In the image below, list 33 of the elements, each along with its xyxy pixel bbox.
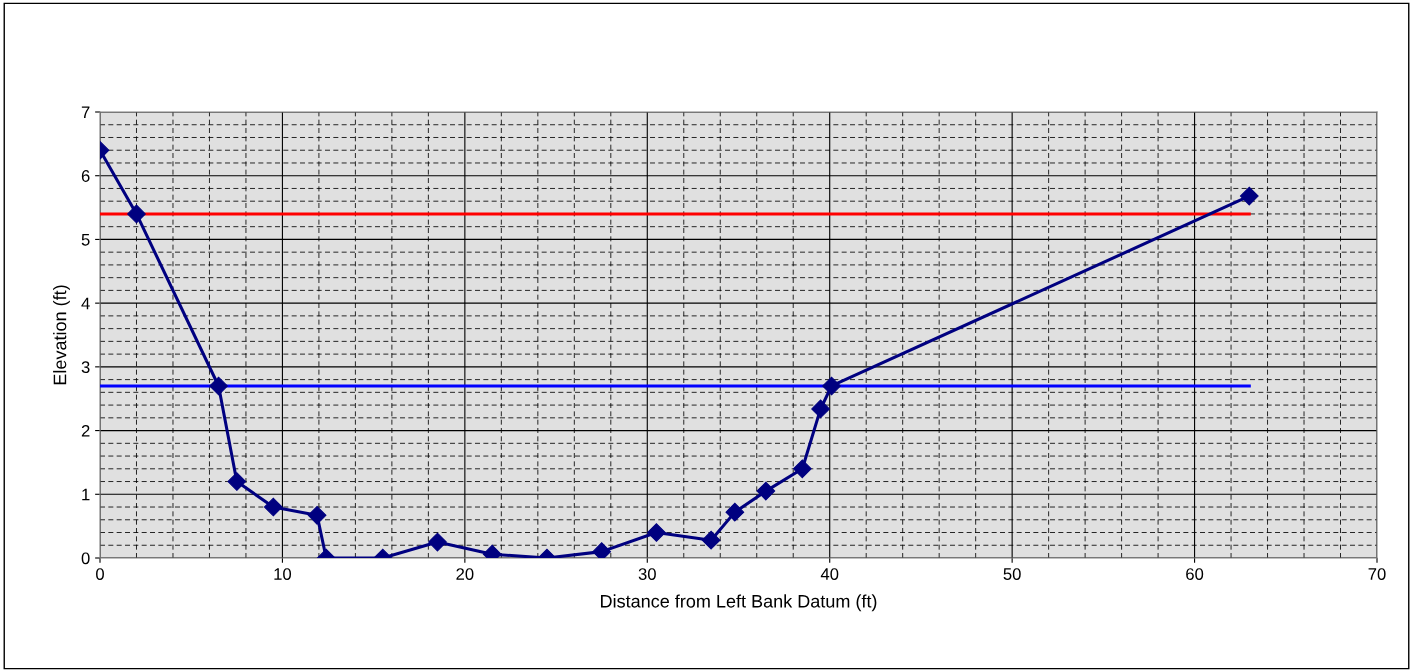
point (209, 376, 228, 396)
point (1239, 186, 1259, 206)
x-tick-label: 30 (638, 568, 656, 580)
y-tick-label: 6 (81, 170, 90, 182)
x-tick-label: 70 (1368, 568, 1386, 580)
x-tick-label: 10 (274, 568, 292, 580)
x-tick-label: 20 (456, 568, 474, 580)
y-axis-title: Elevation (ft) (53, 285, 70, 385)
y-tick-label: 2 (81, 424, 90, 437)
point (127, 204, 146, 224)
y-tick-label: 7 (81, 106, 90, 119)
y-tick-label: 1 (82, 488, 90, 501)
point (263, 497, 283, 517)
x-tick-label: 0 (96, 568, 104, 580)
point (227, 472, 247, 491)
point (647, 523, 666, 542)
point (756, 481, 776, 501)
y-tick-label: 5 (81, 234, 90, 246)
y-tick-label: 4 (81, 297, 90, 310)
point (725, 502, 745, 522)
y-tick-label: 0 (81, 552, 90, 565)
point (701, 530, 721, 550)
point (792, 459, 812, 479)
point (428, 532, 447, 552)
x-tick-label: 50 (1003, 568, 1021, 580)
point (592, 542, 612, 558)
point (811, 399, 830, 419)
x-tick-label: 60 (1186, 568, 1204, 580)
x-axis-title: Distance from Left Bank Datum (ft) (601, 594, 877, 612)
x-tick-label: 40 (820, 568, 839, 580)
point (822, 376, 841, 396)
point (307, 505, 327, 525)
y-tick-label: 3 (81, 361, 90, 374)
